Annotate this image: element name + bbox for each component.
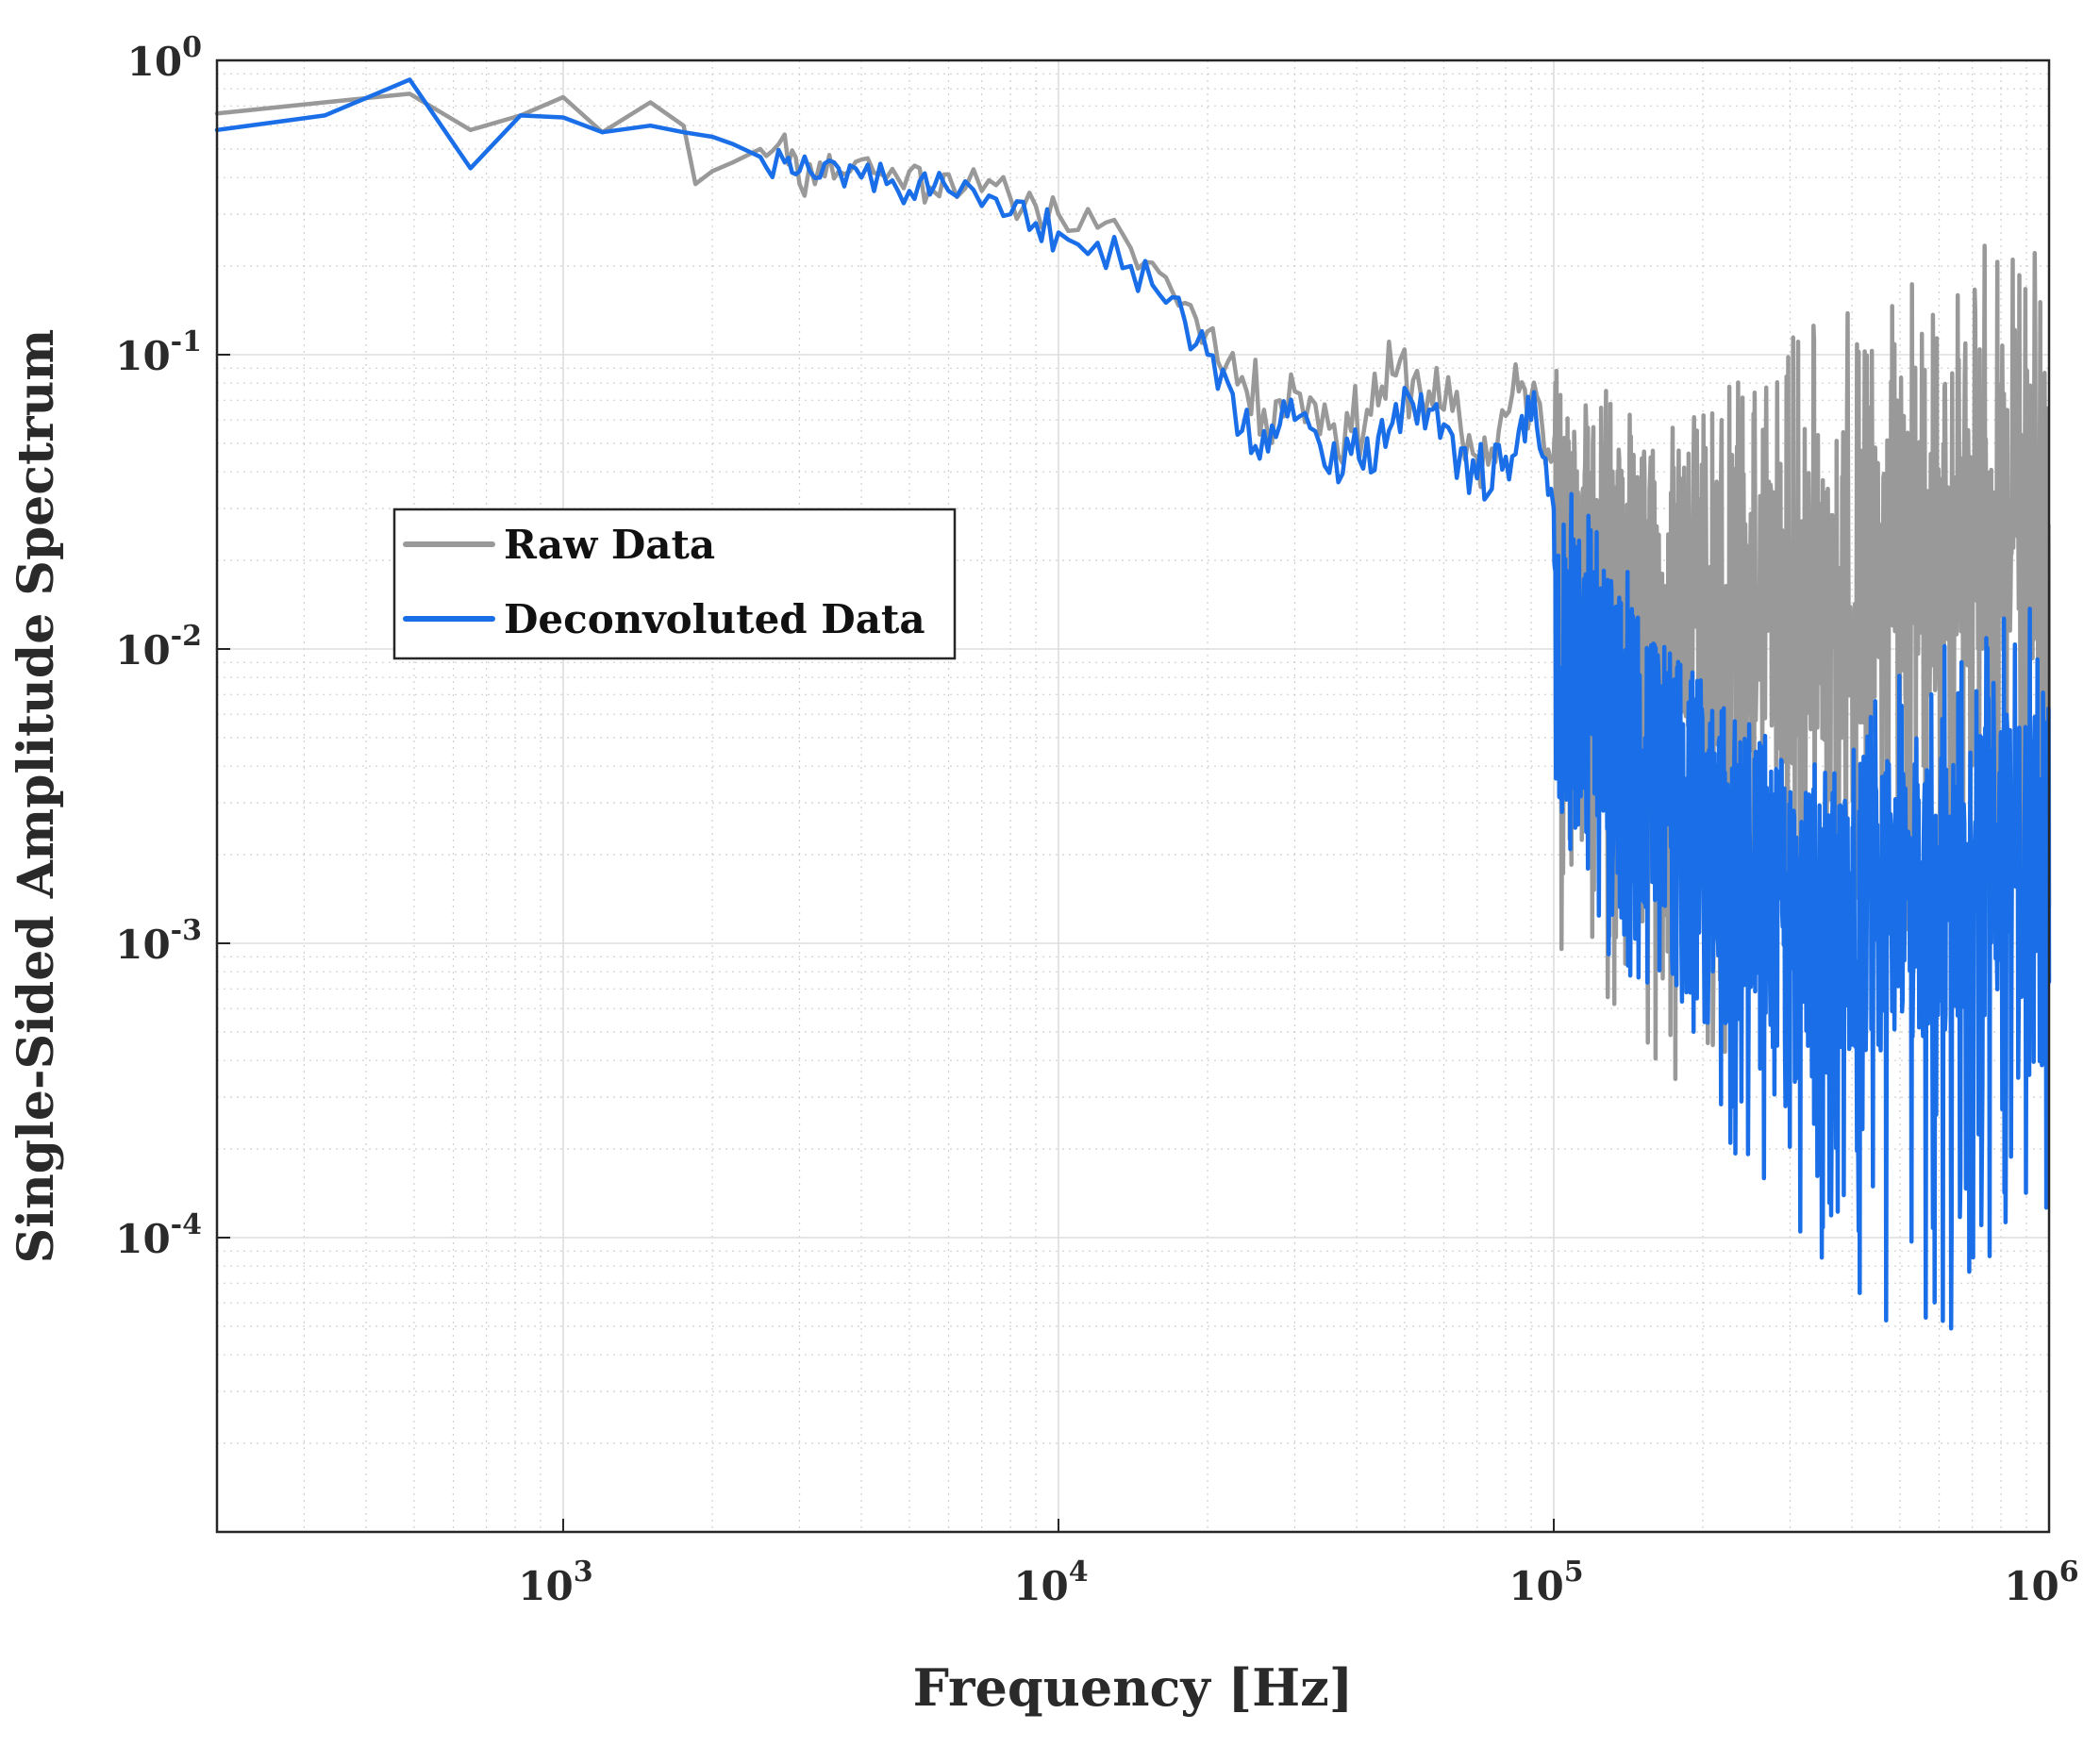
series-layer [214, 77, 2052, 1331]
y-tick-label: 100 [127, 31, 202, 85]
x-axis-ticks: 103 104 105 106 [518, 1519, 2079, 1609]
x-axis-label: Frequency [Hz] [913, 1657, 1354, 1718]
y-axis-label: Single-Sided Amplitude Spectrum [8, 329, 65, 1264]
legend-box [392, 507, 957, 660]
plot-area-frame [215, 58, 2051, 1534]
y-tick-label: 10-1 [115, 325, 202, 379]
y-axis-ticks: 100 10-1 10-2 10-3 10-4 [115, 31, 230, 1262]
x-tick-label: 106 [2004, 1556, 2078, 1609]
legend-label-raw-data: Raw Data [504, 522, 715, 568]
legend-label-deconvoluted-data: Deconvoluted Data [504, 596, 925, 642]
y-tick-label: 10-4 [115, 1208, 202, 1262]
y-tick-label: 10-2 [115, 620, 202, 674]
series-line-deconvoluted-data [214, 77, 2052, 1331]
legend: Raw Data Deconvoluted Data [392, 507, 957, 660]
x-tick-label: 103 [518, 1556, 592, 1609]
minor-grid [217, 60, 2049, 1532]
y-tick-label: 10-3 [115, 914, 202, 968]
x-tick-label: 105 [1508, 1556, 1583, 1609]
x-tick-label: 104 [1013, 1556, 1088, 1609]
